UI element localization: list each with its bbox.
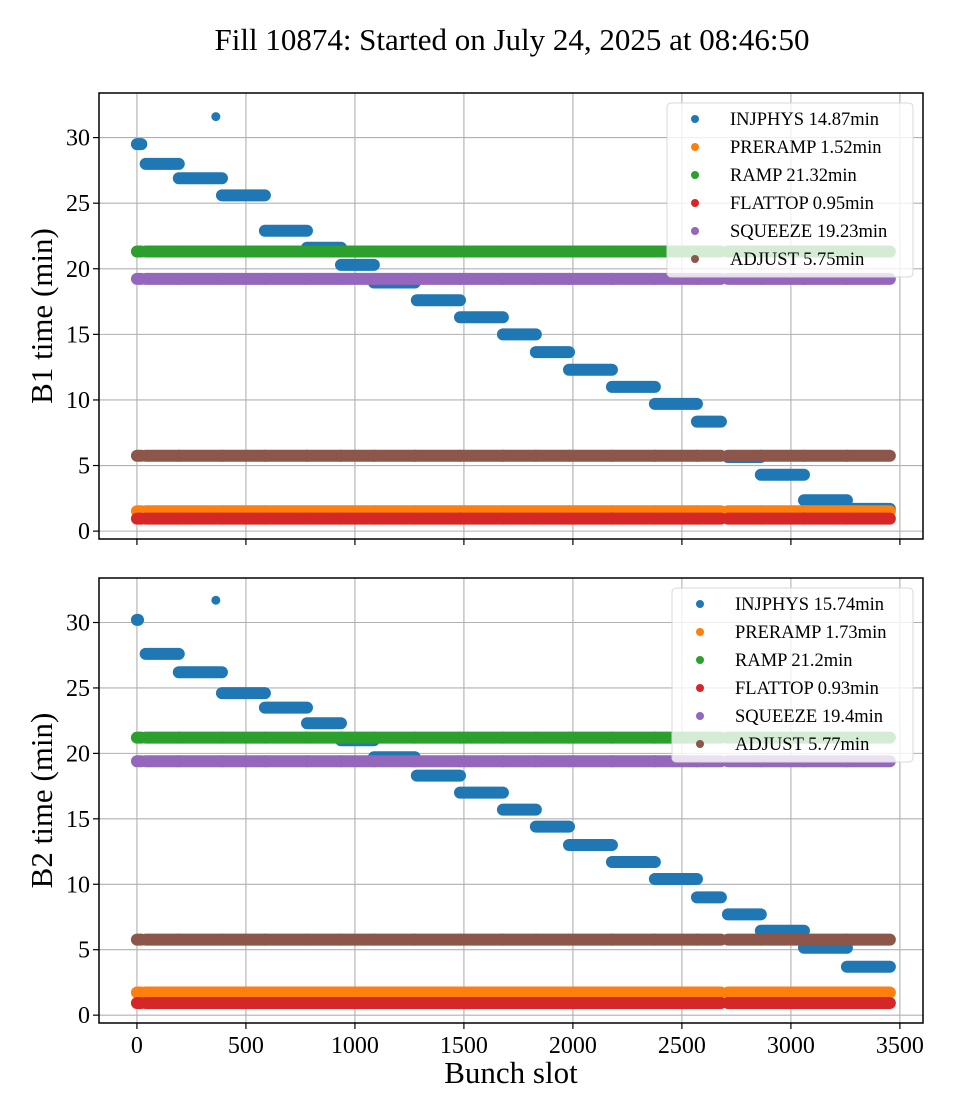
y-tick-label: 30 <box>66 611 90 637</box>
y-tick-label: 0 <box>78 1003 90 1029</box>
legend-marker <box>696 656 704 664</box>
y-tick-label: 5 <box>78 938 90 964</box>
legend-label: SQUEEZE 19.4min <box>735 707 883 727</box>
y-tick-label: 0 <box>78 519 90 545</box>
panel-b2: 0 500 1000 1500 2000 2500 3000 3500 0 5 10 15 20 25 30… <box>24 577 924 1090</box>
legend: INJPHYS 14.87min PRERAMP 1.52min RAMP 21.3… <box>666 102 914 278</box>
legend-item-injphys: INJPHYS 15.74min <box>696 595 884 615</box>
legend-label: RAMP 21.32min <box>730 166 857 186</box>
legend-marker <box>696 712 704 720</box>
y-tick-label: 20 <box>66 741 90 767</box>
x-tick-label: 3000 <box>767 1033 815 1059</box>
legend-item-adjust: ADJUST 5.75min <box>691 250 864 270</box>
y-tick-label: 25 <box>66 191 90 217</box>
legend-item-preramp: PRERAMP 1.73min <box>696 623 886 643</box>
y-tick-label: 20 <box>66 257 90 283</box>
x-tick-label: 0 <box>131 1033 143 1059</box>
panel-b1: 0 5 10 15 20 25 30 B1 time (min) INJPHYS 14.87mi… <box>24 92 924 545</box>
y-tick-label: 30 <box>66 126 90 152</box>
y-axis-label: B2 time (min) <box>24 713 59 889</box>
legend-label: FLATTOP 0.93min <box>735 679 879 699</box>
legend-item-adjust: ADJUST 5.77min <box>696 735 869 755</box>
legend-marker <box>691 143 699 151</box>
legend-item-squeeze: SQUEEZE 19.4min <box>696 707 883 727</box>
x-tick-label: 500 <box>228 1033 264 1059</box>
legend-box <box>671 587 914 763</box>
x-tick-label: 2500 <box>658 1033 706 1059</box>
legend-marker <box>696 600 704 608</box>
legend-box <box>666 102 914 278</box>
data-point <box>211 595 221 605</box>
legend-label: SQUEEZE 19.23min <box>730 222 887 242</box>
legend-label: PRERAMP 1.73min <box>735 623 886 643</box>
legend-marker <box>696 684 704 692</box>
y-tick-label: 25 <box>66 676 90 702</box>
legend-item-squeeze: SQUEEZE 19.23min <box>691 222 887 242</box>
x-tick-label: 3500 <box>876 1033 924 1059</box>
legend-marker <box>691 255 699 263</box>
legend-label: FLATTOP 0.95min <box>730 194 874 214</box>
legend-label: ADJUST 5.77min <box>735 735 869 755</box>
data-point <box>211 112 221 122</box>
legend-marker <box>691 115 699 123</box>
y-tick-label: 10 <box>66 872 90 898</box>
legend-label: RAMP 21.2min <box>735 651 853 671</box>
x-tick-label: 1000 <box>331 1033 379 1059</box>
y-tick-label: 5 <box>78 454 90 480</box>
legend-item-flattop: FLATTOP 0.95min <box>691 194 874 214</box>
legend-item-flattop: FLATTOP 0.93min <box>696 679 879 699</box>
legend-marker <box>691 199 699 207</box>
ticks: 0 500 1000 1500 2000 2500 3000 3500 0 5 10 15 20 25 30 <box>66 611 924 1060</box>
plot-frame <box>98 577 924 1024</box>
y-tick-label: 10 <box>66 388 90 414</box>
plot-frame <box>98 92 924 540</box>
legend-label: PRERAMP 1.52min <box>730 138 881 158</box>
legend-item-ramp: RAMP 21.32min <box>691 166 857 186</box>
legend-item-injphys: INJPHYS 14.87min <box>691 110 879 130</box>
legend-marker <box>696 628 704 636</box>
legend-item-preramp: PRERAMP 1.52min <box>691 138 881 158</box>
legend-item-ramp: RAMP 21.2min <box>696 651 853 671</box>
legend-marker <box>696 740 704 748</box>
legend-label: INJPHYS 15.74min <box>735 595 884 615</box>
y-tick-label: 15 <box>66 322 90 348</box>
legend-marker <box>691 227 699 235</box>
ticks: 0 5 10 15 20 25 30 <box>66 126 901 545</box>
legend-marker <box>691 171 699 179</box>
legend: INJPHYS 15.74min PRERAMP 1.73min RAMP 21.2… <box>671 587 914 763</box>
y-tick-label: 15 <box>66 807 90 833</box>
y-axis-label: B1 time (min) <box>24 228 59 404</box>
x-tick-label: 2000 <box>549 1033 597 1059</box>
legend-label: INJPHYS 14.87min <box>730 110 879 130</box>
legend-label: ADJUST 5.75min <box>730 250 864 270</box>
x-tick-label: 1500 <box>440 1033 488 1059</box>
figure-title: Fill 10874: Started on July 24, 2025 at … <box>214 22 810 57</box>
x-axis-label: Bunch slot <box>444 1055 578 1090</box>
